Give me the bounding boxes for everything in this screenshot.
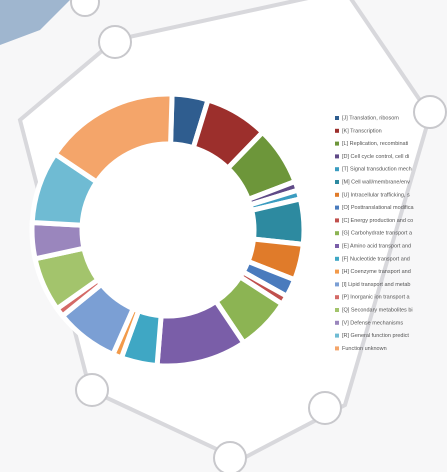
legend-swatch [335, 218, 339, 223]
legend-label: [H] Coenzyme transport and [342, 269, 411, 275]
legend-label: [L] Replication, recombinati [342, 141, 408, 147]
legend-swatch [335, 308, 339, 312]
legend-swatch [335, 128, 339, 133]
legend-label: [P] Inorganic ion transport a [342, 295, 411, 301]
legend-swatch [335, 346, 339, 351]
legend-swatch [335, 256, 339, 261]
legend-swatch [335, 167, 339, 172]
legend-swatch [335, 154, 339, 159]
corner-image [0, 0, 70, 45]
legend-swatch [335, 180, 339, 184]
slice [51, 91, 175, 186]
legend-label: [T] Signal transduction mech [342, 167, 412, 173]
legend-swatch [335, 192, 339, 197]
legend-swatch [335, 244, 339, 248]
legend-swatch [335, 141, 339, 146]
legend-label: [O] Posttranslational modifica [342, 205, 414, 211]
legend: [J] Translation, ribosom [K] Transcriptio… [335, 115, 414, 352]
legend-label: [V] Defense mechanisms [342, 320, 403, 326]
legend-label: [M] Cell wall/membrane/env [342, 179, 410, 185]
legend-swatch [335, 205, 339, 210]
legend-label: [C] Energy production and co [342, 218, 413, 224]
donut [29, 91, 307, 369]
legend-label: [F] Nucleotide transport and [342, 256, 410, 262]
legend-label: [R] General function predict [342, 333, 409, 339]
legend-swatch [335, 333, 339, 338]
frame-nodes [70, 0, 447, 472]
legend-swatch [335, 116, 339, 120]
legend-swatch [335, 295, 339, 300]
legend-label: [I] Lipid transport and metab [342, 282, 410, 288]
legend-label: [U] Intracellular trafficking, s [342, 192, 410, 198]
legend-swatch [335, 320, 339, 325]
legend-label: [G] Carbohydrate transport a [342, 231, 413, 237]
legend-swatch [335, 282, 339, 287]
legend-label: [Q] Secondary metabolites bi [342, 307, 413, 313]
legend-swatch [335, 231, 339, 236]
legend-label: [E] Amino acid transport and [342, 243, 411, 249]
legend-swatch [335, 269, 339, 274]
legend-label: [D] Cell cycle control, cell di [342, 154, 409, 160]
legend-label: [K] Transcription [342, 128, 382, 134]
legend-label: [J] Translation, ribosom [342, 115, 399, 121]
legend-label: Function unknown [342, 346, 387, 352]
